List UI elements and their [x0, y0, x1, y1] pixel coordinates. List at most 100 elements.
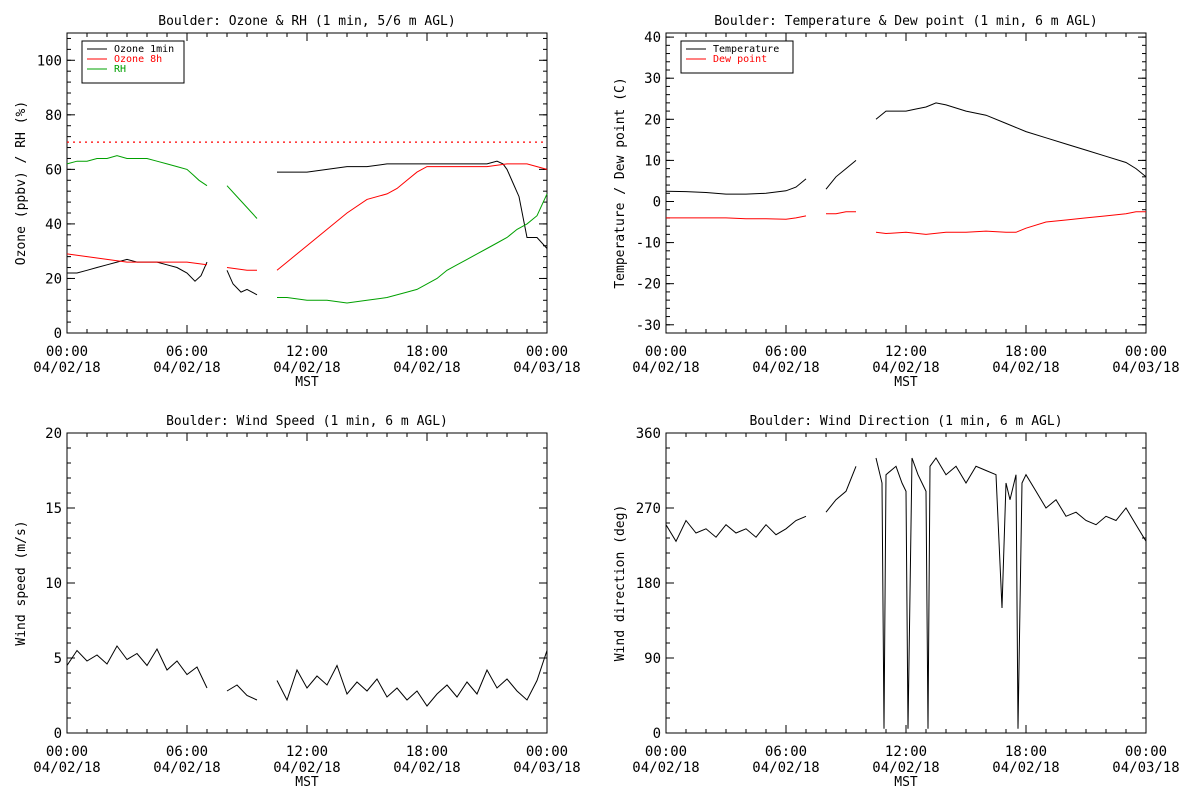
x-axis-label: MST [894, 775, 918, 790]
x-tick-label-date: 04/03/18 [513, 360, 580, 376]
x-tick-label-time: 18:00 [1005, 344, 1047, 360]
series-line-dew-point [875, 211, 1146, 235]
series-line-rh [66, 155, 208, 187]
x-tick-label-time: 12:00 [286, 344, 328, 360]
series-line-rh [277, 193, 548, 304]
x-axis-label: MST [295, 375, 319, 390]
chart-panel-4: Boulder: Wind Direction (1 min, 6 m AGL)… [613, 414, 1180, 790]
x-tick-label-time: 12:00 [286, 744, 328, 760]
series-line-data [276, 650, 548, 707]
x-tick-label-time: 00:00 [46, 344, 88, 360]
series-line-data [825, 466, 857, 513]
series-line-temperature [875, 102, 1147, 178]
chart-title: Boulder: Wind Direction (1 min, 6 m AGL) [749, 414, 1062, 429]
plot-frame [665, 32, 1147, 334]
chart-title: Boulder: Temperature & Dew point (1 min,… [714, 14, 1098, 29]
series-line-ozone-1min [226, 270, 258, 296]
x-tick-label-date: 04/02/18 [992, 360, 1059, 376]
y-tick-label: 20 [45, 426, 62, 442]
y-tick-label: 0 [54, 726, 62, 742]
x-tick-label-time: 00:00 [46, 744, 88, 760]
x-tick-label-date: 04/02/18 [393, 360, 460, 376]
y-tick-label: 20 [644, 112, 661, 128]
x-tick-label-time: 06:00 [166, 344, 208, 360]
x-axis-label: MST [295, 775, 319, 790]
x-tick-label-time: 06:00 [765, 744, 807, 760]
x-axis-label: MST [894, 375, 918, 390]
x-tick-label-time: 06:00 [166, 744, 208, 760]
x-tick-label-date: 04/02/18 [632, 360, 699, 376]
y-tick-label: 30 [644, 71, 661, 87]
chart-panel-3: Boulder: Wind Speed (1 min, 6 m AGL) 0 5 10… [14, 414, 581, 790]
y-tick-label: 270 [636, 501, 661, 517]
x-tick-label-time: 00:00 [1125, 344, 1167, 360]
x-tick-label-time: 06:00 [765, 344, 807, 360]
x-tick-label-time: 18:00 [406, 344, 448, 360]
y-tick-label: 0 [54, 326, 62, 342]
y-tick-label: -30 [636, 318, 661, 334]
series-line-data [875, 457, 1147, 729]
x-tick-label-date: 04/02/18 [33, 760, 100, 776]
series-line-data [665, 515, 807, 543]
y-tick-label: 80 [45, 108, 62, 124]
x-tick-label-time: 12:00 [885, 744, 927, 760]
x-tick-label-date: 04/02/18 [872, 360, 939, 376]
chart-title: Boulder: Ozone & RH (1 min, 5/6 m AGL) [158, 14, 455, 29]
legend-label: Ozone 1min [114, 44, 174, 55]
series-line-data [226, 684, 258, 701]
series-line-dew-point [666, 215, 807, 220]
x-tick-label-date: 04/03/18 [1112, 760, 1179, 776]
y-tick-label: 10 [644, 153, 661, 169]
series-line-ozone-1min [67, 258, 208, 282]
chart-title: Boulder: Wind Speed (1 min, 6 m AGL) [166, 414, 448, 429]
legend-box [680, 40, 794, 74]
chart-panel-1: Boulder: Ozone & RH (1 min, 5/6 m AGL) 0 2… [14, 14, 581, 390]
y-tick-label: 60 [45, 162, 62, 178]
x-tick-label-date: 04/02/18 [153, 760, 220, 776]
series-line-ozone-8h [226, 267, 257, 271]
legend-box [81, 40, 185, 84]
y-tick-label: 0 [653, 726, 661, 742]
x-tick-label-time: 18:00 [406, 744, 448, 760]
y-tick-label: 40 [644, 30, 661, 46]
x-tick-label-time: 00:00 [645, 344, 687, 360]
y-tick-label: -10 [636, 236, 661, 252]
legend-label: Dew point [713, 54, 767, 65]
y-axis-label: Wind speed (m/s) [14, 520, 29, 645]
y-tick-label: 40 [45, 217, 62, 233]
legend-label: Ozone 8h [114, 54, 162, 65]
y-tick-label: 360 [636, 426, 661, 442]
y-tick-label: 180 [636, 576, 661, 592]
series-line-data [66, 645, 208, 689]
y-tick-label: 20 [45, 271, 62, 287]
plot-frame [665, 432, 1147, 734]
y-tick-label: 10 [45, 576, 62, 592]
series-line-temperature [665, 178, 807, 195]
x-tick-label-time: 00:00 [526, 744, 568, 760]
x-tick-label-date: 04/03/18 [513, 760, 580, 776]
series-line-dew-point [826, 211, 856, 215]
x-tick-label-date: 04/03/18 [1112, 360, 1179, 376]
y-tick-label: 100 [37, 53, 62, 69]
y-axis-label: Temperature / Dew point (C) [613, 77, 628, 288]
series-line-ozone-8h [276, 163, 548, 271]
y-tick-label: -20 [636, 277, 661, 293]
x-tick-label-date: 04/02/18 [872, 760, 939, 776]
series-line-temperature [825, 160, 857, 190]
x-tick-label-date: 04/02/18 [273, 360, 340, 376]
y-tick-label: 5 [54, 651, 62, 667]
series-line-rh [226, 185, 258, 219]
x-tick-label-time: 12:00 [885, 344, 927, 360]
y-tick-label: 15 [45, 501, 62, 517]
x-tick-label-date: 04/02/18 [632, 760, 699, 776]
x-tick-label-time: 00:00 [526, 344, 568, 360]
series-line-ozone-8h [66, 253, 208, 266]
x-tick-label-date: 04/02/18 [33, 360, 100, 376]
x-tick-label-time: 00:00 [645, 744, 687, 760]
chart-panel-2: Boulder: Temperature & Dew point (1 min,… [613, 14, 1180, 390]
y-axis-label: Ozone (ppbv) / RH (%) [14, 101, 29, 265]
x-tick-label-date: 04/02/18 [752, 760, 819, 776]
y-axis-label: Wind direction (deg) [613, 505, 628, 662]
